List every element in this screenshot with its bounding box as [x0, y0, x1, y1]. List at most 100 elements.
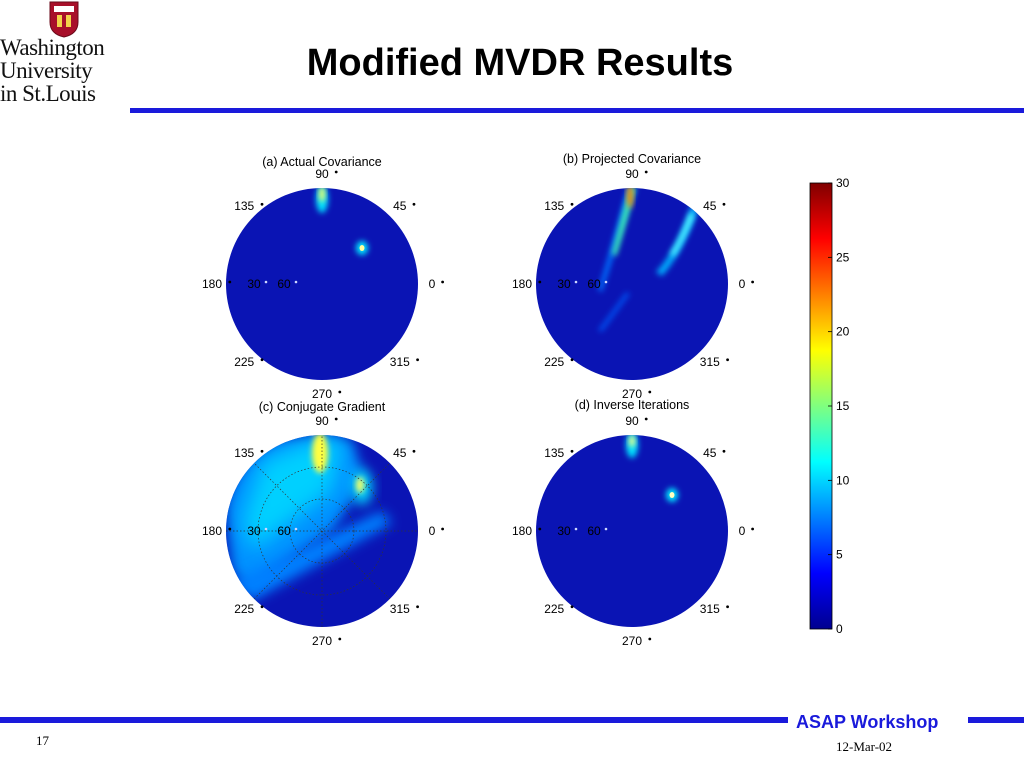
angle-tick-label: 0 — [739, 524, 746, 538]
angle-tick-dot — [412, 449, 416, 453]
angle-tick-dot — [570, 202, 574, 206]
angle-tick-dot — [260, 202, 264, 206]
radial-tick-label: 60 — [587, 524, 601, 538]
colorbar-tick-label: 25 — [836, 250, 850, 264]
panel-title: (c) Conjugate Gradient — [259, 400, 386, 414]
colorbar-tick-label: 20 — [836, 325, 850, 339]
heatmap-blob — [627, 188, 633, 208]
university-logo: Washington University in St.Louis — [0, 0, 130, 108]
angle-tick-label: 270 — [312, 634, 332, 648]
angle-tick-label: 225 — [234, 602, 254, 616]
angle-tick-label: 180 — [512, 277, 532, 291]
angle-tick-label: 45 — [703, 446, 717, 460]
angle-tick-label: 135 — [234, 199, 254, 213]
angle-tick-dot — [228, 527, 232, 531]
angle-tick-dot — [751, 527, 754, 531]
heatmap-blob — [629, 435, 635, 447]
radial-tick-label: 60 — [277, 524, 291, 538]
footer-date: 12-Mar-02 — [836, 739, 893, 754]
colorbar-tick-label: 30 — [836, 176, 850, 190]
angle-tick-label: 270 — [622, 634, 642, 648]
polar-panel-d: (d) Inverse Iterations 90 45 0 315 270 225 180 1… — [512, 398, 754, 648]
heatmap-features — [626, 435, 678, 502]
heatmap-blob — [312, 435, 328, 473]
angle-tick-dot — [412, 202, 416, 206]
heatmap-blob — [359, 245, 365, 251]
radial-tick-dot — [264, 527, 268, 531]
angle-tick-label: 135 — [234, 446, 254, 460]
angle-tick-label: 0 — [429, 277, 436, 291]
angle-tick-label: 225 — [544, 355, 564, 369]
angle-tick-label: 45 — [393, 446, 407, 460]
colorbar-tick-label: 15 — [836, 399, 850, 413]
heatmap-blob — [598, 292, 630, 332]
colorbar-tick-label: 0 — [836, 622, 843, 636]
polar-disc — [226, 188, 418, 380]
angle-tick-label: 45 — [393, 199, 407, 213]
radial-tick-dot — [264, 280, 268, 284]
header-divider — [130, 108, 1024, 113]
angle-tick-label: 315 — [700, 355, 720, 369]
radial-tick-dot — [574, 527, 578, 531]
angle-tick-dot — [416, 358, 419, 362]
angle-tick-dot — [441, 280, 444, 284]
heatmap-features — [316, 188, 368, 255]
panel-title: (d) Inverse Iterations — [575, 398, 690, 412]
angle-tick-dot — [538, 280, 542, 284]
logo-line-1: Washington — [0, 35, 105, 60]
radial-tick-label: 60 — [277, 277, 291, 291]
heatmap-blob — [670, 212, 694, 256]
angle-tick-label: 180 — [202, 524, 222, 538]
crest-icon — [49, 1, 79, 38]
angle-tick-label: 90 — [315, 167, 329, 181]
logo-line-3: in St.Louis — [0, 81, 96, 106]
radial-tick-label: 30 — [557, 524, 571, 538]
angle-tick-label: 270 — [622, 387, 642, 401]
angle-tick-label: 315 — [700, 602, 720, 616]
angle-tick-dot — [538, 527, 542, 531]
radial-tick-dot — [604, 280, 608, 284]
mvdr-figure: (a) Actual Covariance9045031527022518013… — [202, 152, 850, 648]
angle-tick-label: 270 — [312, 387, 332, 401]
colorbar-tick-label: 5 — [836, 548, 843, 562]
angle-tick-dot — [648, 390, 652, 394]
radial-tick-label: 30 — [557, 277, 571, 291]
heatmap-features — [226, 435, 418, 627]
angle-tick-label: 0 — [739, 277, 746, 291]
panel-title: (a) Actual Covariance — [262, 155, 382, 169]
angle-tick-label: 90 — [625, 167, 639, 181]
logo-line-2: University — [0, 58, 93, 83]
angle-tick-label: 90 — [315, 414, 329, 428]
page-number: 17 — [36, 733, 49, 748]
angle-tick-dot — [338, 637, 342, 641]
angle-tick-dot — [260, 358, 264, 362]
angle-tick-label: 315 — [390, 355, 410, 369]
angle-tick-label: 135 — [544, 446, 564, 460]
angle-tick-dot — [570, 605, 574, 609]
angle-tick-dot — [260, 605, 264, 609]
angle-tick-dot — [570, 358, 574, 362]
angle-tick-dot — [726, 605, 729, 609]
angle-tick-dot — [334, 417, 338, 421]
heatmap-blob — [356, 477, 364, 493]
polar-disc — [536, 435, 728, 627]
angle-tick-dot — [416, 605, 419, 609]
radial-tick-label: 30 — [247, 524, 261, 538]
footer-divider-right — [968, 717, 1024, 723]
angle-tick-dot — [751, 280, 754, 284]
angle-tick-dot — [726, 358, 729, 362]
panel-title: (b) Projected Covariance — [563, 152, 701, 166]
angle-tick-dot — [570, 449, 574, 453]
angle-tick-dot — [644, 417, 648, 421]
angle-tick-label: 225 — [234, 355, 254, 369]
angle-tick-dot — [228, 280, 232, 284]
angle-tick-dot — [722, 202, 726, 206]
angle-tick-label: 225 — [544, 602, 564, 616]
radial-tick-dot — [294, 280, 298, 284]
angle-tick-label: 180 — [202, 277, 222, 291]
workshop-label: ASAP Workshop — [796, 712, 939, 732]
radial-tick-dot — [604, 527, 608, 531]
heatmap-blob — [669, 492, 675, 498]
